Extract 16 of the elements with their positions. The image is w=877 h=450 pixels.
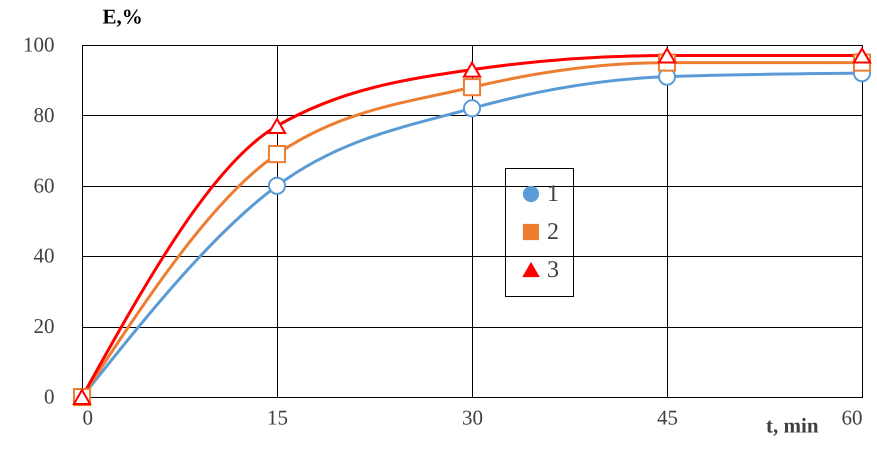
y-tick-label: 0 — [44, 384, 54, 408]
x-tick-label: 30 — [462, 406, 483, 430]
x-tick-label: 60 — [842, 406, 862, 430]
y-tick-label: 100 — [23, 32, 54, 56]
y-tick-label: 80 — [34, 102, 54, 127]
y-axis-title: E,% — [102, 4, 143, 28]
legend-label: 3 — [547, 257, 559, 283]
legend-label: 1 — [547, 181, 559, 207]
y-tick-label: 40 — [34, 244, 54, 268]
y-tick-label: 60 — [34, 173, 54, 198]
x-tick-label: 15 — [267, 406, 288, 430]
y-tick-label: 20 — [34, 314, 54, 338]
x-axis-title: t, min — [766, 414, 819, 438]
x-tick-label: 0 — [82, 406, 93, 430]
x-tick-label: 45 — [657, 406, 678, 430]
legend-label: 2 — [547, 219, 559, 245]
